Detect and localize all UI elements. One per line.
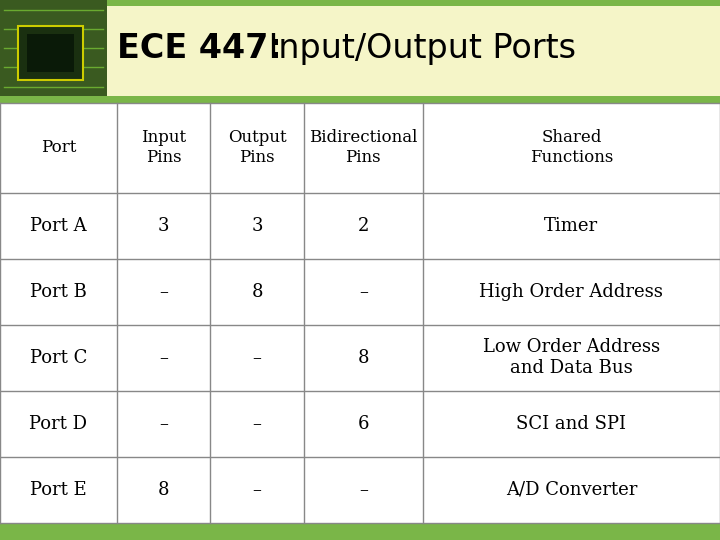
- Text: Timer: Timer: [544, 217, 598, 235]
- Text: 8: 8: [158, 481, 169, 499]
- Text: –: –: [253, 481, 261, 499]
- Text: –: –: [253, 349, 261, 367]
- Text: Low Order Address
and Data Bus: Low Order Address and Data Bus: [482, 339, 660, 377]
- Bar: [0, 0, 107, 96]
- Text: –: –: [359, 283, 368, 301]
- Text: –: –: [159, 415, 168, 433]
- Text: Bidirectional
Pins: Bidirectional Pins: [309, 130, 418, 166]
- Text: –: –: [359, 481, 368, 499]
- Text: A/D Converter: A/D Converter: [505, 481, 637, 499]
- Text: 6: 6: [358, 415, 369, 433]
- Text: –: –: [159, 349, 168, 367]
- Text: 8: 8: [251, 283, 263, 301]
- Text: 3: 3: [158, 217, 169, 235]
- Bar: [27, 34, 74, 72]
- Text: SCI and SPI: SCI and SPI: [516, 415, 626, 433]
- Bar: [0, 0, 720, 96]
- Text: 8: 8: [358, 349, 369, 367]
- Bar: [0, 96, 720, 103]
- Text: High Order Address: High Order Address: [480, 283, 663, 301]
- Text: Output
Pins: Output Pins: [228, 130, 287, 166]
- Text: Port C: Port C: [30, 349, 87, 367]
- Text: –: –: [253, 415, 261, 433]
- Text: Port D: Port D: [30, 415, 87, 433]
- Text: Port A: Port A: [30, 217, 86, 235]
- Text: Port B: Port B: [30, 283, 86, 301]
- Text: Input
Pins: Input Pins: [141, 130, 186, 166]
- Text: Port E: Port E: [30, 481, 86, 499]
- Text: Input/Output Ports: Input/Output Ports: [258, 31, 576, 65]
- Text: 3: 3: [251, 217, 263, 235]
- Text: ECE 447:: ECE 447:: [117, 31, 282, 65]
- Bar: [0, 523, 720, 540]
- Text: –: –: [159, 283, 168, 301]
- Text: Port: Port: [40, 139, 76, 156]
- Bar: [0, 0, 720, 6]
- Text: 2: 2: [358, 217, 369, 235]
- Bar: [18, 26, 83, 80]
- Text: Shared
Functions: Shared Functions: [530, 130, 613, 166]
